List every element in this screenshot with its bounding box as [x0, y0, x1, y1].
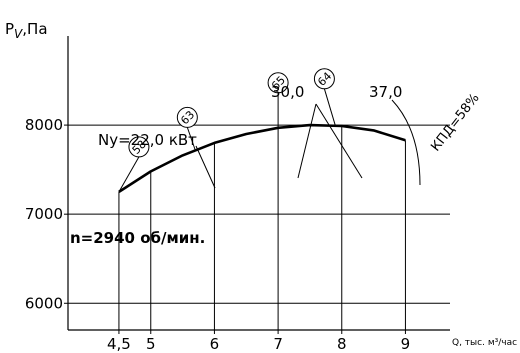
- power2-leader-left: [297, 103, 317, 179]
- efficiency-leader: [118, 156, 140, 193]
- efficiency-circle: [128, 136, 150, 158]
- power3-leader: [391, 99, 421, 186]
- efficiency-label-text: КПД=58%: [428, 91, 482, 155]
- x-tick-label: 4,5: [107, 335, 131, 353]
- power2-label: 30,0: [271, 83, 304, 101]
- speed-label: n=2940 об/мин.: [70, 229, 205, 247]
- power1-leader: [195, 145, 216, 189]
- x-tick-label: 5: [146, 335, 156, 353]
- efficiency-circle: [176, 106, 198, 128]
- power2-leader-right: [315, 103, 363, 179]
- x-tick-label: 9: [401, 335, 411, 353]
- x-axis-label: Q, тыс. м³/час: [452, 338, 517, 348]
- x-tick-label: 6: [210, 335, 220, 353]
- x-tick-label: 8: [337, 335, 347, 353]
- y-axis-label-main: P: [5, 20, 14, 38]
- efficiency-circle: [313, 68, 335, 90]
- y-tick-label: 6000: [25, 294, 63, 312]
- series-line: [118, 123, 406, 193]
- efficiency-leader: [323, 88, 336, 126]
- y-axis-label-sub: V: [14, 27, 23, 41]
- x-tick-label: 7: [273, 335, 283, 353]
- power1-label: Ny=22,0 кВт: [98, 131, 197, 149]
- efficiency-leader: [186, 127, 196, 151]
- y-tick-label: 7000: [25, 205, 63, 223]
- y-axis-label-unit: ,Па: [22, 20, 47, 38]
- y-axis-label: PV,Па: [5, 20, 48, 41]
- power3-label: 37,0: [369, 83, 402, 101]
- y-tick-label: 8000: [25, 116, 63, 134]
- efficiency-label: КПД=58%: [428, 91, 482, 155]
- efficiency-circle: [267, 72, 289, 94]
